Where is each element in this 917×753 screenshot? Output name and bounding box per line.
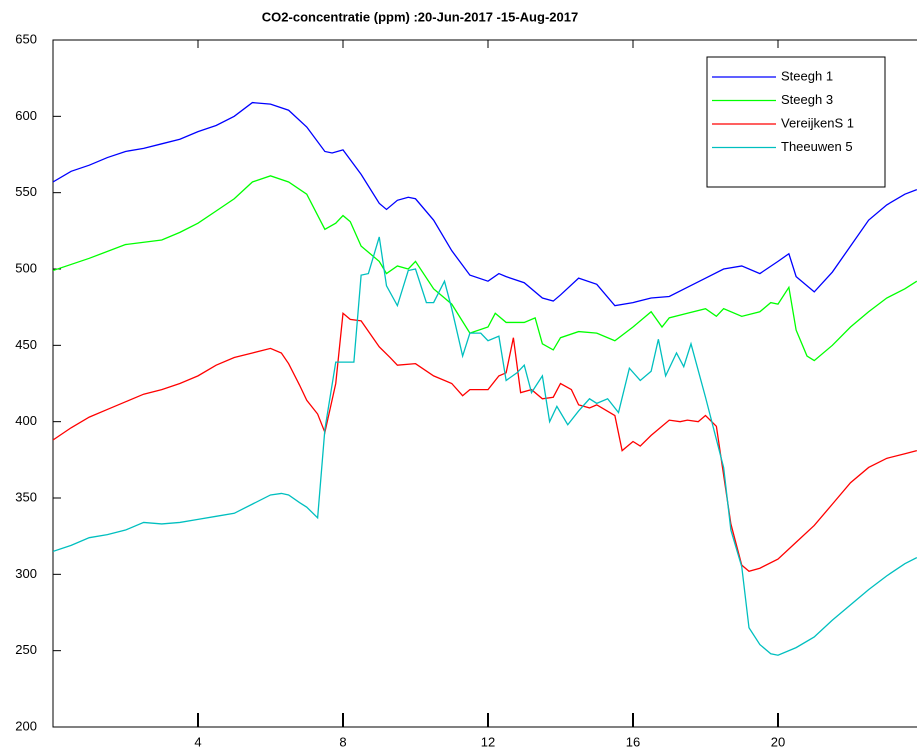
series-line [53,236,917,656]
x-tick-label: 8 [339,734,346,749]
series-line [53,311,917,572]
y-tick-label: 300 [15,566,37,581]
series-line [53,175,917,362]
y-tick-label: 450 [15,337,37,352]
legend-box [706,56,886,188]
series-line [53,101,917,307]
y-tick-label: 550 [15,184,37,199]
plot-area [53,101,917,656]
legend-label: VereijkenS 1 [781,115,854,130]
y-tick-label: 400 [15,413,37,428]
y-tick-label: 250 [15,642,37,657]
y-tick-label: 600 [15,108,37,123]
x-tick-label: 12 [481,734,495,749]
chart-title: CO2-concentratie (ppm) :20-Jun-2017 -15-… [262,9,578,24]
x-tick-label: 20 [771,734,785,749]
y-tick-label: 350 [15,489,37,504]
y-tick-label: 650 [15,31,37,46]
y-tick-label: 200 [15,718,37,733]
legend-label: Theeuwen 5 [781,139,853,154]
x-tick-label: 16 [626,734,640,749]
y-tick-label: 500 [15,260,37,275]
legend-label: Steegh 3 [781,92,833,107]
x-tick-label: 4 [194,734,201,749]
legend-label: Steegh 1 [781,68,833,83]
